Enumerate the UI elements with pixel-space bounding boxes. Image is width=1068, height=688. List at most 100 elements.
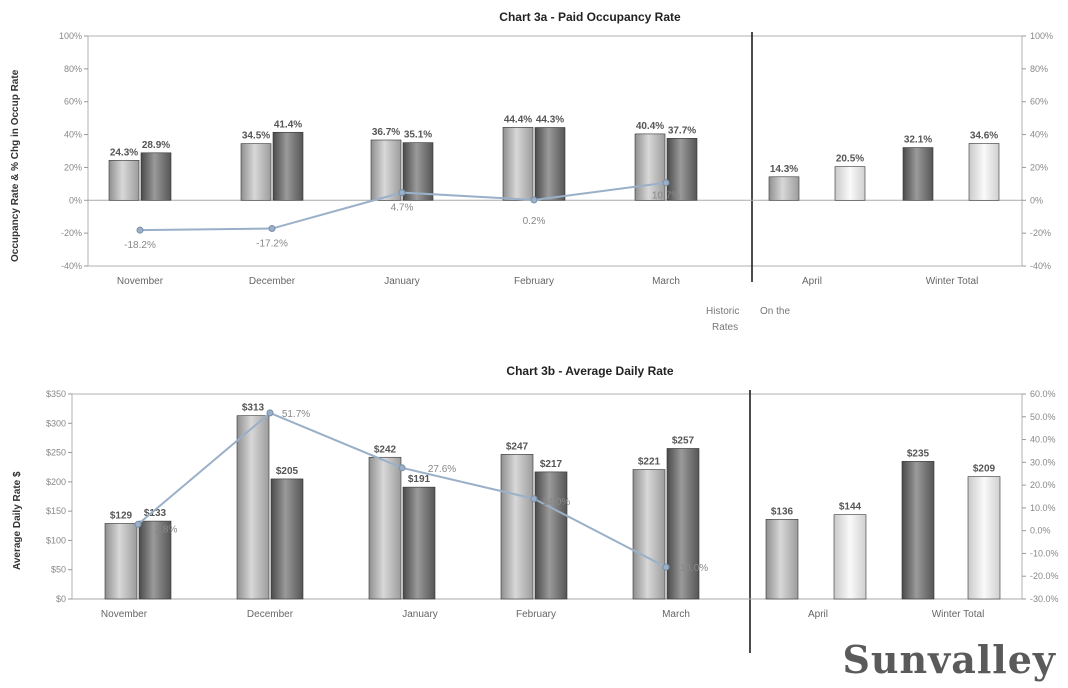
chart-3b-bar-label: $191 — [408, 474, 431, 485]
chart-3b-y-tick-label: $300 — [46, 418, 66, 428]
chart-3a-category-label-april: April — [802, 276, 822, 287]
chart-3a-bar-label: 14.3% — [770, 164, 798, 175]
chart-3a-bar-label: 44.4% — [504, 114, 532, 125]
chart-3a-y-tick-label: 0% — [69, 195, 82, 205]
chart-3a-y-tick-label: 40% — [64, 130, 82, 140]
chart-3a-category-label-winter-total: Winter Total — [926, 276, 979, 287]
chart-3a-title: Chart 3a - Paid Occupancy Rate — [499, 10, 681, 24]
footnote-historic: Historic — [706, 306, 740, 317]
chart-3b-category-label-february: February — [516, 609, 556, 620]
chart-3b-title: Chart 3b - Average Daily Rate — [506, 364, 674, 378]
chart-3b-category-label-april: April — [808, 609, 828, 620]
chart-3b-bar-march-s2 — [666, 448, 700, 600]
chart-3a-category-label-december: December — [249, 276, 296, 287]
chart-3a-bar-label: 40.4% — [636, 121, 664, 132]
chart-3b-bar-label: $257 — [672, 435, 695, 446]
chart-3a-bar-label: 28.9% — [142, 140, 170, 151]
chart-3b-category-label-november: November — [101, 609, 148, 620]
chart-3b-bar-label: $313 — [242, 403, 265, 414]
chart-3b-bar-label: $144 — [839, 502, 862, 513]
chart-3a-category-label-february: February — [514, 276, 554, 287]
chart-3b-category-label-january: January — [402, 609, 438, 620]
chart-3a-y2-tick-label: 100% — [1030, 31, 1053, 41]
chart-3a-plot-frame — [87, 35, 1023, 267]
chart-3b-y2-tick-label: 30.0% — [1030, 457, 1056, 467]
sunvalley-logo: Sunvalley — [842, 637, 1056, 682]
chart-3a-bar-december-s1 — [240, 143, 272, 201]
chart-3b-bar-label: $247 — [506, 441, 529, 452]
chart-3b-y-tick-label: $350 — [46, 389, 66, 399]
chart-3a-change-point — [398, 189, 406, 197]
chart-3b-bar-december-s1 — [236, 415, 270, 600]
chart-3b-y2-tick-label: 20.0% — [1030, 480, 1056, 490]
chart-3b-bar-february-s2 — [534, 471, 568, 600]
chart-3a-bar-label: 35.1% — [404, 130, 432, 141]
chart-3b-change-point — [266, 409, 274, 417]
chart-3b-change-label: 27.6% — [428, 464, 456, 475]
chart-3b-category-label-december: December — [247, 609, 294, 620]
chart-3b-bar-label: $217 — [540, 459, 563, 470]
chart-3a-y2-tick-label: 60% — [1030, 97, 1048, 107]
chart-3a-y2-tick-label: -40% — [1030, 261, 1051, 271]
chart-3b-category-label-winter-total: Winter Total — [932, 609, 985, 620]
chart-3a-bar-february-s1 — [502, 127, 534, 201]
chart-3b-change-point — [134, 520, 142, 528]
chart-3b-y2-tick-label: -20.0% — [1030, 571, 1059, 581]
chart-3a-bar-march-s1 — [634, 133, 666, 201]
chart-3b-change-point — [398, 464, 406, 472]
chart-3b-y-tick-label: $150 — [46, 506, 66, 516]
chart-3b-y2-tick-label: -30.0% — [1030, 594, 1059, 604]
chart-3a-y2-tick-label: 0% — [1030, 195, 1043, 205]
chart-3b-bar-winter-total-s2 — [967, 476, 1001, 600]
chart-3a-change-label: 0.2% — [523, 216, 546, 227]
chart-3b-change-point — [530, 495, 538, 503]
chart-3b-bar-label: $133 — [144, 508, 167, 519]
chart-3a-bar-december-s2 — [272, 131, 304, 201]
chart-3b-y2-tick-label: 60.0% — [1030, 389, 1056, 399]
chart-3b-bar-april-s1 — [765, 519, 799, 600]
chart-3b-bar-november-s1 — [104, 523, 138, 600]
chart-3a-change-point — [136, 226, 144, 234]
chart-3a-y-tick-label: 80% — [64, 64, 82, 74]
chart-3a-category-label-january: January — [384, 276, 420, 287]
chart-3a-y2-tick-label: 20% — [1030, 162, 1048, 172]
chart-3a-y2-tick-label: 40% — [1030, 130, 1048, 140]
chart-3b-bar-label: $209 — [973, 464, 996, 475]
chart-3a-y2-tick-label: 80% — [1030, 64, 1048, 74]
chart-3b-bar-february-s1 — [500, 454, 534, 600]
chart-3a-y-tick-label: 60% — [64, 97, 82, 107]
chart-3a-bar-november-s2 — [140, 152, 172, 201]
chart-3a-bar-label: 24.3% — [110, 147, 138, 158]
chart-3a-plot: 100% 80% 60% 40% 20% 0% -20% -40% 100% 80% 60% 40% 2… — [59, 31, 1053, 287]
chart-3b-bar-november-s2 — [138, 520, 172, 600]
chart-3a-category-label-march: March — [652, 276, 680, 287]
footnote-on-the: On the — [760, 306, 791, 317]
chart-3b-bar-april-s2 — [833, 514, 867, 600]
chart-3b-y2-tick-label: 50.0% — [1030, 412, 1056, 422]
chart-3b-y-tick-label: $250 — [46, 448, 66, 458]
chart-3b-y2-tick-label: -10.0% — [1030, 548, 1059, 558]
chart-3b-y-tick-label: $50 — [51, 565, 66, 575]
chart-3a-bar-march-s2 — [666, 138, 698, 201]
chart-3a-bar-winter-total-s2 — [968, 143, 1000, 201]
chart-3b-bar-label: $129 — [110, 510, 133, 521]
chart-3b-change-label: 51.7% — [282, 409, 310, 420]
chart-3a-category-label-november: November — [117, 276, 164, 287]
chart-3a-bar-april-s2 — [834, 166, 866, 201]
chart-3a-bar-january-s2 — [402, 142, 434, 201]
chart-3a-bar-label: 37.7% — [668, 125, 696, 136]
chart-3b-y-tick-label: $100 — [46, 535, 66, 545]
chart-3a-bar-february-s2 — [534, 127, 566, 201]
chart-3b-y2-tick-label: 0.0% — [1030, 526, 1051, 536]
chart-3b-bar-label: $136 — [771, 506, 794, 517]
chart-3b-bar-december-s2 — [270, 478, 304, 600]
chart-3b-change-line — [137, 411, 667, 568]
chart-3a-change-point — [268, 225, 276, 233]
chart-3b-bar-label: $205 — [276, 466, 299, 477]
chart-3a-y2-tick-label: -20% — [1030, 228, 1051, 238]
chart-3b-bar-label: $235 — [907, 448, 930, 459]
chart-3a-bar-label: 34.5% — [242, 131, 270, 142]
chart-3b-plot: $350 $300 $250 $200 $150 $100 $50 $0 60.0% 50.0% 4… — [46, 389, 1059, 653]
chart-3a-change-label: -17.2% — [256, 239, 288, 250]
chart-3b-y-tick-label: $0 — [56, 594, 66, 604]
